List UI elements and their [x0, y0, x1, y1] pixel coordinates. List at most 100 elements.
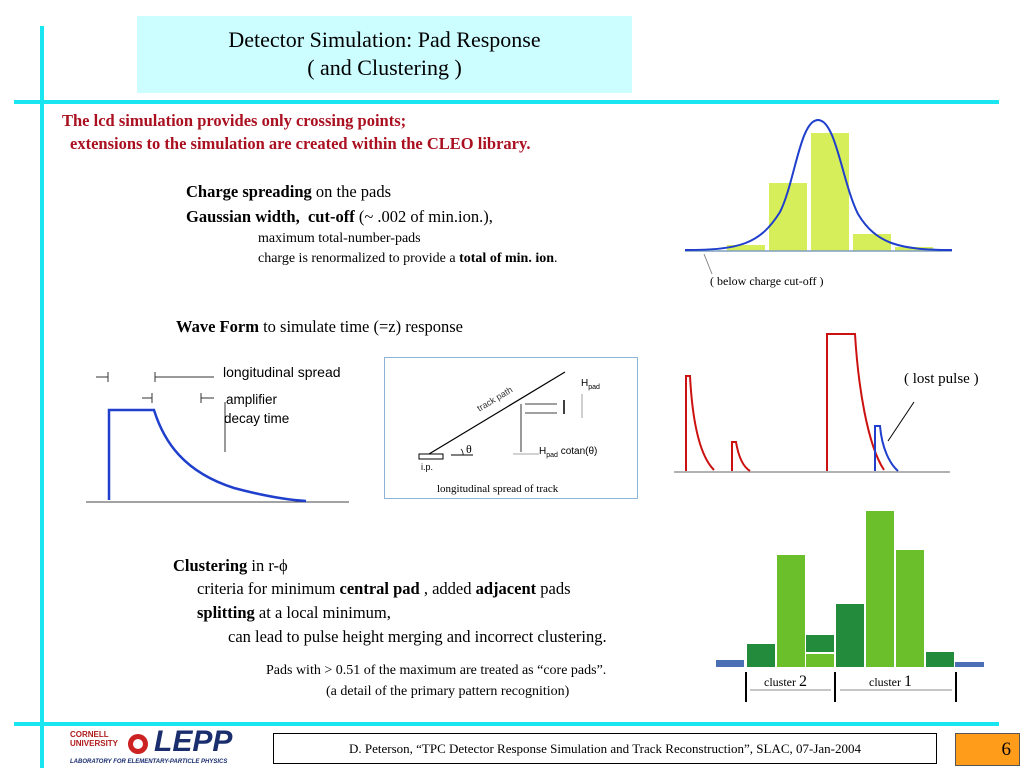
pulse-train-figure [674, 333, 950, 473]
amplifier-label: amplifier [226, 392, 278, 407]
cyan-bottom-rule [14, 722, 999, 726]
clustering-line: Clustering in r-ϕ [173, 556, 288, 576]
pad-bars [727, 133, 933, 251]
slide-title: Detector Simulation: Pad Response ( and … [137, 16, 632, 93]
hpad-h: H [581, 378, 589, 389]
clustering-rest: in r-ϕ [247, 556, 288, 575]
clustering-criteria-line: criteria for minimum central pad , added… [197, 579, 571, 599]
track-line [428, 371, 566, 455]
hpad2-sub: pad [546, 452, 558, 459]
logo-cornell: CORNELL [70, 730, 109, 739]
spread-markers [96, 372, 226, 452]
logo-lab: LABORATORY FOR ELEMENTARY-PARTICLE PHYSI… [70, 759, 228, 765]
wave-form-line: Wave Form to simulate time (=z) response [176, 317, 463, 337]
intro-line-2: extensions to the simulation are created… [70, 134, 531, 153]
hpad2-h: H [539, 446, 547, 457]
pad-bar-3 [811, 133, 849, 251]
cluster-bar-5 [836, 604, 864, 667]
ip-label: i.p. [421, 462, 434, 472]
cluster-bar-4a [806, 635, 834, 652]
clustering-bold: Clustering [173, 556, 248, 575]
cluster-brackets [745, 672, 957, 702]
hpad-sub: pad [588, 384, 600, 391]
intro-line-1: The lcd simulation provides only crossin… [62, 111, 407, 130]
cyan-top-rule [14, 100, 999, 104]
page-number: 6 [955, 733, 1020, 766]
gaussian-width-line: Gaussian width, cut-off (~ .002 of min.i… [186, 207, 493, 227]
core-pads-note: Pads with > 0.51 of the maximum are trea… [266, 663, 607, 678]
lepp-logo: CORNELL UNIVERSITY LEPP LABORATORY FOR E… [70, 725, 255, 768]
logo-university: UNIVERSITY [70, 739, 119, 748]
cluster-1-word: cluster [869, 675, 901, 689]
title-line-1: Detector Simulation: Pad Response [228, 27, 541, 52]
theta-arc [460, 448, 464, 456]
cluster-1-label: cluster 1 [869, 673, 912, 691]
pulse-shape-figure [86, 372, 349, 503]
gaussian-width-rest: (~ .002 of min.ion.), [354, 207, 493, 226]
cluster-bar-9 [955, 662, 984, 667]
charge-spreading-figure [684, 118, 953, 275]
pad-bar-5 [895, 247, 933, 251]
pulse-red-1 [685, 375, 715, 471]
cutoff-pointer [703, 253, 713, 275]
charge-sub2-bold: total of min. ion [459, 251, 554, 266]
charge-spreading-bold: Charge spreading [186, 182, 312, 201]
hpad-label: Hpad [581, 378, 600, 391]
pad-bar-4 [853, 234, 891, 251]
gaussian-curve [684, 118, 953, 251]
merging-line: can lead to pulse height merging and inc… [228, 627, 607, 646]
criteria-mid: , added [419, 579, 476, 598]
cluster-bar-1 [716, 660, 744, 667]
title-line-2: ( and Clustering ) [307, 55, 462, 80]
wave-form-rest: to simulate time (=z) response [258, 317, 463, 336]
cluster-bar-2 [747, 644, 775, 667]
footer-citation: D. Peterson, “TPC Detector Response Simu… [273, 733, 937, 764]
decay-time-label: decay time [224, 411, 290, 426]
cluster-bar-3 [777, 555, 805, 667]
cluster-1-number: 1 [904, 673, 912, 690]
lost-pulse-pointer [887, 401, 915, 442]
logo-lepp: LEPP [154, 725, 233, 758]
cluster-2-word: cluster [764, 675, 796, 689]
cluster-2-label: cluster 2 [764, 673, 807, 691]
theta-label: θ [466, 442, 472, 456]
cluster-bars [716, 511, 984, 667]
cluster-2-number: 2 [799, 673, 807, 690]
criteria-pre: criteria for minimum [197, 579, 340, 598]
charge-spreading-line: Charge spreading on the pads [186, 182, 391, 202]
pad-bar-1 [727, 245, 765, 251]
cotan-text: cotan(θ) [557, 446, 598, 457]
pulse-red-2 [731, 441, 751, 472]
lost-pulse-label: ( lost pulse ) [904, 371, 979, 387]
long-spread-track-label: longitudinal spread of track [437, 483, 559, 495]
track-geometry-box: track path Hpad θ Hpad cotan(θ) i.p. lon… [384, 357, 638, 499]
pulse-blue-lost [874, 425, 899, 472]
ip-box [418, 453, 444, 460]
charge-sub2-post: . [554, 251, 558, 266]
cluster-bar-7 [896, 550, 924, 667]
below-cutoff-label: ( below charge cut-off ) [710, 274, 824, 288]
splitting-bold: splitting [197, 603, 255, 622]
charge-sub-line-2: charge is renormalized to provide a tota… [258, 251, 558, 267]
charge-sub-line-1: maximum total-number-pads [258, 231, 421, 246]
cluster-bar-4b [806, 654, 834, 667]
cyan-vertical-line [40, 26, 44, 768]
central-pad-bold: central pad [339, 579, 420, 598]
cluster-figure [716, 511, 984, 702]
charge-spreading-rest: on the pads [311, 182, 392, 201]
cluster-bar-6 [866, 511, 894, 667]
wave-form-bold: Wave Form [176, 317, 259, 336]
pad-bar-2 [769, 183, 807, 251]
cutoff-bold: cut-off [307, 207, 355, 226]
criteria-post: pads [536, 579, 571, 598]
cluster-bar-8 [926, 652, 954, 667]
adjacent-bold: adjacent [475, 579, 537, 598]
pattern-recognition-note: (a detail of the primary pattern recogni… [326, 684, 570, 699]
splitting-rest: at a local minimum, [254, 603, 391, 622]
track-geometry-diagram [418, 371, 583, 460]
lepp-logo-graphic [128, 734, 148, 754]
longitudinal-spread-label: longitudinal spread [223, 364, 341, 380]
pulse-curve [107, 408, 307, 503]
splitting-line: splitting at a local minimum, [197, 603, 391, 623]
hpad-cotan-label: Hpad cotan(θ) [539, 446, 597, 459]
